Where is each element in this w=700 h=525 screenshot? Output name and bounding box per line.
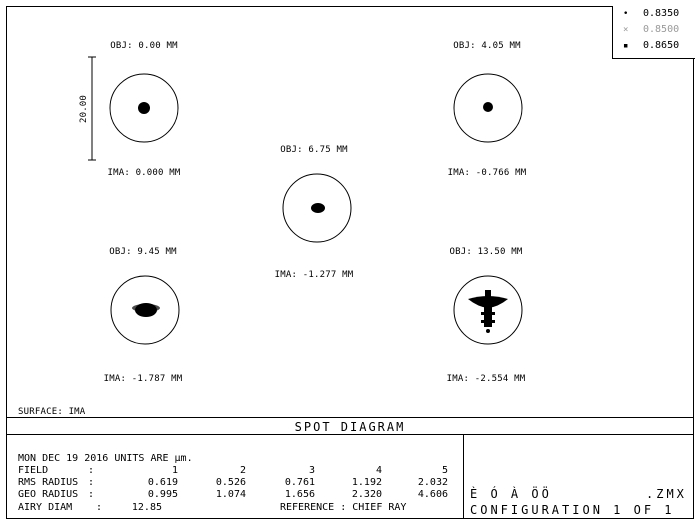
- diagram-title: SPOT DIAGRAM: [294, 420, 406, 434]
- airy-disk-field-3: [282, 173, 352, 243]
- plot-frame: [6, 6, 694, 519]
- spot-obj-label: OBJ: 9.45 MM: [109, 247, 177, 257]
- colon: :: [88, 465, 95, 476]
- airy-disk-field-4: [110, 275, 180, 345]
- dot-icon: •: [623, 9, 629, 19]
- rms-value: 0.526: [215, 477, 246, 488]
- geo-value: 0.995: [147, 489, 178, 500]
- geo-row-label: GEO RADIUS: [18, 489, 79, 500]
- geo-value: 4.606: [417, 489, 448, 500]
- legend-entry: × 0.8500: [613, 24, 695, 40]
- spot-obj-label: OBJ: 13.50 MM: [449, 247, 523, 257]
- reference-line: REFERENCE : CHIEF RAY: [280, 502, 407, 513]
- airy-disk-field-5: [453, 275, 523, 345]
- x-icon: ×: [623, 25, 629, 35]
- spot-ima-label: IMA: -0.766 MM: [447, 168, 527, 178]
- geo-value: 1.656: [284, 489, 315, 500]
- file-extension: .ZMX: [646, 487, 687, 501]
- square-icon: ▪: [623, 41, 629, 51]
- colon: :: [88, 489, 95, 500]
- scale-bar: [88, 56, 96, 161]
- airy-row-label: AIRY DIAM: [18, 502, 73, 513]
- spot-ima-label: IMA: -1.787 MM: [103, 374, 183, 384]
- rms-value: 2.032: [417, 477, 448, 488]
- airy-disk-field-1: [109, 73, 179, 143]
- airy-disk-field-2: [453, 73, 523, 143]
- colon: :: [88, 477, 95, 488]
- configuration-label: CONFIGURATION 1 OF 1: [470, 503, 675, 517]
- field-number: 5: [441, 465, 448, 476]
- spot-ima-label: IMA: -2.554 MM: [446, 374, 526, 384]
- field-number: 1: [171, 465, 178, 476]
- legend-wavelength: 0.8350: [643, 8, 680, 19]
- surface-label: SURFACE: IMA: [18, 407, 86, 417]
- legend-entry: ▪ 0.8650: [613, 40, 695, 56]
- rms-row-label: RMS RADIUS: [18, 477, 79, 488]
- divider: [6, 417, 694, 418]
- airy-value: 12.85: [131, 502, 162, 513]
- field-number: 2: [239, 465, 246, 476]
- spot-obj-label: OBJ: 6.75 MM: [280, 145, 348, 155]
- field-number: 3: [308, 465, 315, 476]
- legend-wavelength: 0.8500: [643, 24, 680, 35]
- spot-ima-label: IMA: -1.277 MM: [274, 270, 354, 280]
- spot-obj-label: OBJ: 4.05 MM: [453, 41, 521, 51]
- rms-value: 0.619: [147, 477, 178, 488]
- field-number: 4: [375, 465, 382, 476]
- divider: [6, 434, 694, 435]
- divider: [463, 434, 464, 519]
- rms-value: 1.192: [351, 477, 382, 488]
- date-units-line: MON DEC 19 2016 UNITS ARE µm.: [18, 453, 193, 464]
- geo-value: 2.320: [351, 489, 382, 500]
- file-name: È Ó À ÖÖ: [470, 487, 552, 501]
- spot-obj-label: OBJ: 0.00 MM: [110, 41, 178, 51]
- geo-value: 1.074: [215, 489, 246, 500]
- field-row-label: FIELD: [18, 465, 49, 476]
- legend-entry: • 0.8350: [613, 8, 695, 24]
- rms-value: 0.761: [284, 477, 315, 488]
- spot-ima-label: IMA: 0.000 MM: [107, 168, 181, 178]
- colon: :: [96, 502, 103, 513]
- wavelength-legend: • 0.8350 × 0.8500 ▪ 0.8650: [612, 6, 695, 59]
- scale-bar-label: 20.00: [79, 94, 90, 124]
- legend-wavelength: 0.8650: [643, 40, 680, 51]
